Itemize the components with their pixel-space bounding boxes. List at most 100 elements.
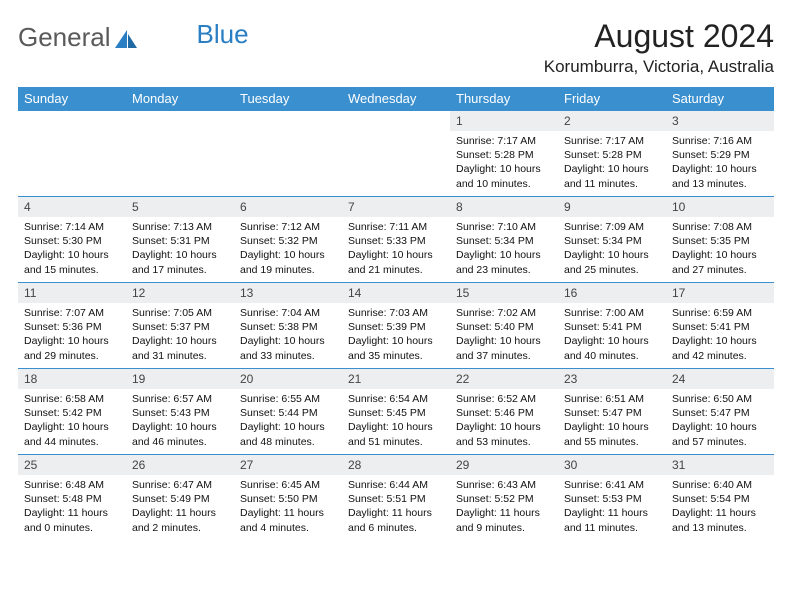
sunset-text: Sunset: 5:29 PM bbox=[672, 148, 768, 162]
sunset-text: Sunset: 5:49 PM bbox=[132, 492, 228, 506]
daylight-text: Daylight: 10 hours and 53 minutes. bbox=[456, 420, 552, 448]
day-cell: 1Sunrise: 7:17 AMSunset: 5:28 PMDaylight… bbox=[450, 111, 558, 197]
day-header: Wednesday bbox=[342, 87, 450, 111]
sunset-text: Sunset: 5:48 PM bbox=[24, 492, 120, 506]
sunrise-text: Sunrise: 7:07 AM bbox=[24, 306, 120, 320]
brand-part2: Blue bbox=[197, 19, 249, 50]
day-number: 19 bbox=[126, 369, 234, 389]
day-cell: 3Sunrise: 7:16 AMSunset: 5:29 PMDaylight… bbox=[666, 111, 774, 197]
day-cell: 18Sunrise: 6:58 AMSunset: 5:42 PMDayligh… bbox=[18, 369, 126, 455]
sunrise-text: Sunrise: 7:17 AM bbox=[456, 134, 552, 148]
daylight-text: Daylight: 10 hours and 46 minutes. bbox=[132, 420, 228, 448]
sunrise-text: Sunrise: 6:41 AM bbox=[564, 478, 660, 492]
daylight-text: Daylight: 10 hours and 23 minutes. bbox=[456, 248, 552, 276]
day-cell: 30Sunrise: 6:41 AMSunset: 5:53 PMDayligh… bbox=[558, 455, 666, 541]
sunrise-text: Sunrise: 7:14 AM bbox=[24, 220, 120, 234]
sunrise-text: Sunrise: 6:48 AM bbox=[24, 478, 120, 492]
day-cell: 27Sunrise: 6:45 AMSunset: 5:50 PMDayligh… bbox=[234, 455, 342, 541]
day-number: 21 bbox=[342, 369, 450, 389]
day-body: Sunrise: 7:17 AMSunset: 5:28 PMDaylight:… bbox=[450, 131, 558, 195]
sunset-text: Sunset: 5:53 PM bbox=[564, 492, 660, 506]
sunrise-text: Sunrise: 7:02 AM bbox=[456, 306, 552, 320]
daylight-text: Daylight: 10 hours and 29 minutes. bbox=[24, 334, 120, 362]
month-title: August 2024 bbox=[544, 18, 774, 55]
sunset-text: Sunset: 5:44 PM bbox=[240, 406, 336, 420]
daylight-text: Daylight: 10 hours and 57 minutes. bbox=[672, 420, 768, 448]
sunset-text: Sunset: 5:34 PM bbox=[456, 234, 552, 248]
day-number: 4 bbox=[18, 197, 126, 217]
day-number: 5 bbox=[126, 197, 234, 217]
daylight-text: Daylight: 10 hours and 11 minutes. bbox=[564, 162, 660, 190]
day-number: 12 bbox=[126, 283, 234, 303]
daylight-text: Daylight: 11 hours and 2 minutes. bbox=[132, 506, 228, 534]
sunset-text: Sunset: 5:54 PM bbox=[672, 492, 768, 506]
day-body: Sunrise: 7:11 AMSunset: 5:33 PMDaylight:… bbox=[342, 217, 450, 281]
daylight-text: Daylight: 10 hours and 27 minutes. bbox=[672, 248, 768, 276]
day-body: Sunrise: 6:48 AMSunset: 5:48 PMDaylight:… bbox=[18, 475, 126, 539]
sunrise-text: Sunrise: 7:12 AM bbox=[240, 220, 336, 234]
day-cell: 7Sunrise: 7:11 AMSunset: 5:33 PMDaylight… bbox=[342, 197, 450, 283]
sunrise-text: Sunrise: 7:08 AM bbox=[672, 220, 768, 234]
sunset-text: Sunset: 5:31 PM bbox=[132, 234, 228, 248]
day-cell bbox=[234, 111, 342, 197]
day-number: 25 bbox=[18, 455, 126, 475]
daylight-text: Daylight: 10 hours and 55 minutes. bbox=[564, 420, 660, 448]
day-cell: 2Sunrise: 7:17 AMSunset: 5:28 PMDaylight… bbox=[558, 111, 666, 197]
sunset-text: Sunset: 5:45 PM bbox=[348, 406, 444, 420]
sunrise-text: Sunrise: 7:00 AM bbox=[564, 306, 660, 320]
daylight-text: Daylight: 10 hours and 37 minutes. bbox=[456, 334, 552, 362]
sunset-text: Sunset: 5:46 PM bbox=[456, 406, 552, 420]
day-number: 29 bbox=[450, 455, 558, 475]
day-body: Sunrise: 7:17 AMSunset: 5:28 PMDaylight:… bbox=[558, 131, 666, 195]
day-number: 31 bbox=[666, 455, 774, 475]
sunset-text: Sunset: 5:41 PM bbox=[564, 320, 660, 334]
day-body: Sunrise: 7:03 AMSunset: 5:39 PMDaylight:… bbox=[342, 303, 450, 367]
daylight-text: Daylight: 10 hours and 13 minutes. bbox=[672, 162, 768, 190]
day-header: Tuesday bbox=[234, 87, 342, 111]
day-number: 14 bbox=[342, 283, 450, 303]
day-body: Sunrise: 7:09 AMSunset: 5:34 PMDaylight:… bbox=[558, 217, 666, 281]
day-body: Sunrise: 7:10 AMSunset: 5:34 PMDaylight:… bbox=[450, 217, 558, 281]
day-cell: 23Sunrise: 6:51 AMSunset: 5:47 PMDayligh… bbox=[558, 369, 666, 455]
sunrise-text: Sunrise: 7:16 AM bbox=[672, 134, 768, 148]
week-row: 11Sunrise: 7:07 AMSunset: 5:36 PMDayligh… bbox=[18, 283, 774, 369]
day-body: Sunrise: 7:02 AMSunset: 5:40 PMDaylight:… bbox=[450, 303, 558, 367]
daylight-text: Daylight: 10 hours and 21 minutes. bbox=[348, 248, 444, 276]
daylight-text: Daylight: 11 hours and 13 minutes. bbox=[672, 506, 768, 534]
day-number: 27 bbox=[234, 455, 342, 475]
daylight-text: Daylight: 11 hours and 4 minutes. bbox=[240, 506, 336, 534]
day-cell: 6Sunrise: 7:12 AMSunset: 5:32 PMDaylight… bbox=[234, 197, 342, 283]
day-cell: 8Sunrise: 7:10 AMSunset: 5:34 PMDaylight… bbox=[450, 197, 558, 283]
sunset-text: Sunset: 5:28 PM bbox=[456, 148, 552, 162]
sunset-text: Sunset: 5:36 PM bbox=[24, 320, 120, 334]
sunrise-text: Sunrise: 7:11 AM bbox=[348, 220, 444, 234]
daylight-text: Daylight: 10 hours and 42 minutes. bbox=[672, 334, 768, 362]
sunset-text: Sunset: 5:39 PM bbox=[348, 320, 444, 334]
daylight-text: Daylight: 10 hours and 48 minutes. bbox=[240, 420, 336, 448]
sunset-text: Sunset: 5:42 PM bbox=[24, 406, 120, 420]
sunset-text: Sunset: 5:33 PM bbox=[348, 234, 444, 248]
sunrise-text: Sunrise: 6:52 AM bbox=[456, 392, 552, 406]
day-cell bbox=[342, 111, 450, 197]
day-body: Sunrise: 6:58 AMSunset: 5:42 PMDaylight:… bbox=[18, 389, 126, 453]
day-number: 20 bbox=[234, 369, 342, 389]
daylight-text: Daylight: 11 hours and 9 minutes. bbox=[456, 506, 552, 534]
day-cell: 11Sunrise: 7:07 AMSunset: 5:36 PMDayligh… bbox=[18, 283, 126, 369]
sunrise-text: Sunrise: 6:51 AM bbox=[564, 392, 660, 406]
day-cell: 21Sunrise: 6:54 AMSunset: 5:45 PMDayligh… bbox=[342, 369, 450, 455]
day-header-row: Sunday Monday Tuesday Wednesday Thursday… bbox=[18, 87, 774, 111]
sunset-text: Sunset: 5:34 PM bbox=[564, 234, 660, 248]
day-body: Sunrise: 6:47 AMSunset: 5:49 PMDaylight:… bbox=[126, 475, 234, 539]
week-row: 25Sunrise: 6:48 AMSunset: 5:48 PMDayligh… bbox=[18, 455, 774, 541]
day-number: 30 bbox=[558, 455, 666, 475]
day-cell: 9Sunrise: 7:09 AMSunset: 5:34 PMDaylight… bbox=[558, 197, 666, 283]
day-body: Sunrise: 7:00 AMSunset: 5:41 PMDaylight:… bbox=[558, 303, 666, 367]
brand-logo: General Blue bbox=[18, 22, 249, 53]
sunrise-text: Sunrise: 6:54 AM bbox=[348, 392, 444, 406]
day-number: 9 bbox=[558, 197, 666, 217]
week-row: 4Sunrise: 7:14 AMSunset: 5:30 PMDaylight… bbox=[18, 197, 774, 283]
day-body: Sunrise: 6:44 AMSunset: 5:51 PMDaylight:… bbox=[342, 475, 450, 539]
sunrise-text: Sunrise: 7:13 AM bbox=[132, 220, 228, 234]
sunrise-text: Sunrise: 6:50 AM bbox=[672, 392, 768, 406]
day-body: Sunrise: 6:45 AMSunset: 5:50 PMDaylight:… bbox=[234, 475, 342, 539]
